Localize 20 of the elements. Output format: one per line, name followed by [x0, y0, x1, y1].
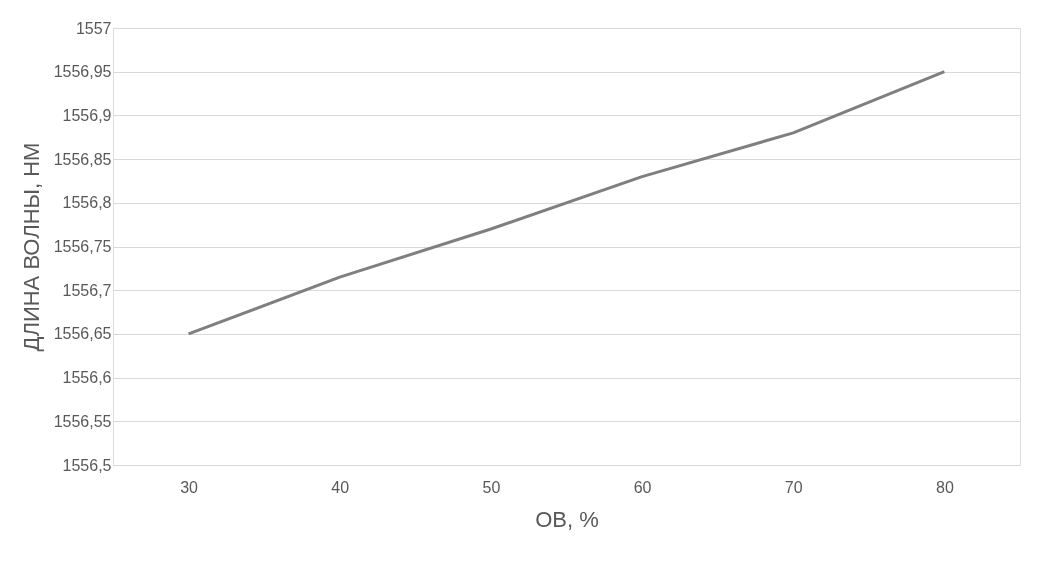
line-series — [187, 70, 946, 336]
y-tick-label: 1557 — [75, 19, 112, 37]
y-tick-label: 1556,8 — [62, 194, 112, 212]
y-tick-label: 1556,75 — [53, 238, 112, 255]
y-tick-label: 1556,95 — [53, 63, 112, 81]
y-tick-label: 1556,7 — [62, 281, 112, 299]
y-tick-label: 1556,6 — [62, 369, 112, 387]
x-tick-label: 70 — [784, 478, 803, 496]
y-tick-label: 1556,5 — [62, 456, 112, 474]
y-tick-label: 1556,9 — [62, 106, 112, 124]
x-tick-label: 50 — [482, 478, 501, 496]
y-axis-title: ДЛИНА ВОЛНЫ, НМ — [18, 142, 44, 352]
x-tick-label: 30 — [180, 478, 199, 496]
y-tick-label: 1556,65 — [53, 325, 112, 343]
x-tick-label: 60 — [633, 478, 652, 496]
x-axis-title: ОВ, % — [535, 506, 599, 532]
y-tick-label: 1556,55 — [53, 412, 112, 430]
y-tick-label: 1556,85 — [53, 150, 112, 168]
x-tick-label: 40 — [331, 478, 350, 496]
x-tick-label: 80 — [936, 478, 954, 496]
